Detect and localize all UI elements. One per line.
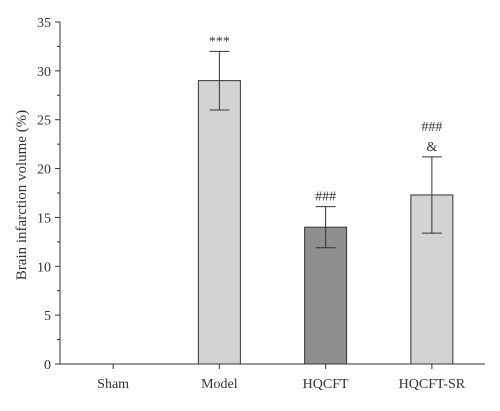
y-axis-title: Brain infarction volume (%): [14, 110, 30, 280]
y-tick-label: 35: [37, 16, 51, 31]
significance-label-model: ***: [209, 34, 230, 49]
x-tick-label: Model: [201, 377, 238, 392]
y-tick-label: 25: [37, 114, 51, 129]
x-tick-label: Sham: [97, 377, 129, 392]
bar-model: [197, 80, 241, 365]
y-tick-label: 20: [37, 163, 51, 178]
x-tick-label: HQCFT-SR: [399, 377, 466, 392]
y-tick-label: 10: [37, 260, 51, 275]
bar-hqcft: [304, 226, 348, 365]
significance-label-hqcft-sr: &: [426, 140, 437, 155]
significance-label-hqcft-sr: ###: [421, 120, 442, 135]
x-tick-label: HQCFT: [303, 377, 349, 392]
significance-label-hqcft: ###: [315, 190, 336, 205]
y-tick-label: 0: [44, 358, 51, 373]
plot-area: Sham *** Model ### HQCFT & ### HQCFT-SR 0 5 10 15 20…: [37, 16, 485, 392]
y-tick-label: 30: [37, 65, 51, 80]
y-tick-label: 5: [44, 309, 51, 324]
y-tick-label: 15: [37, 211, 51, 226]
